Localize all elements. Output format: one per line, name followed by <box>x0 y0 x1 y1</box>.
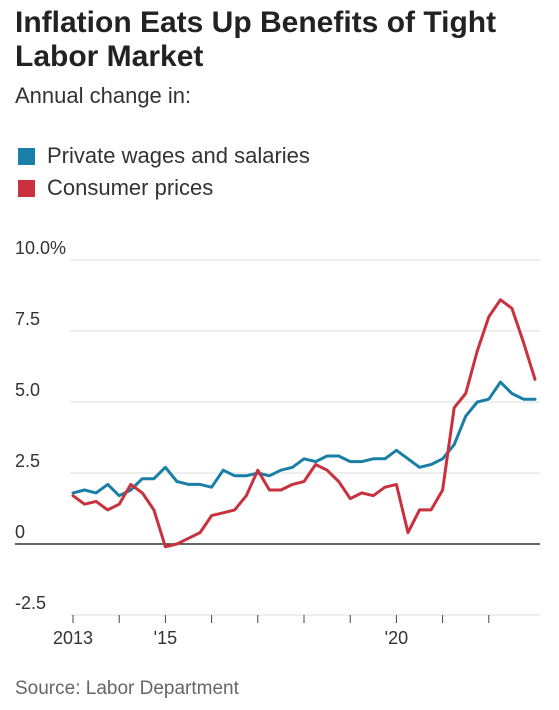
series-line-wages <box>71 380 537 498</box>
x-tick-label: '20 <box>385 628 408 648</box>
legend-label-prices: Consumer prices <box>47 175 214 200</box>
y-tick-label: -2.5 <box>15 593 46 613</box>
chart-subtitle: Annual change in: <box>15 83 192 108</box>
legend-label-wages: Private wages and salaries <box>47 143 310 168</box>
chart-title: Inflation Eats Up Benefits of Tight Labo… <box>15 6 497 73</box>
y-tick-label: 5.0 <box>15 380 40 400</box>
legend-swatch-wages <box>18 147 35 165</box>
source-note: Source: Labor Department <box>15 678 239 699</box>
series-line-prices <box>71 298 537 549</box>
legend-item-wages: Private wages and salaries <box>18 140 310 172</box>
y-tick-label: 2.5 <box>15 451 40 471</box>
x-tick-label: 2013 <box>53 628 93 648</box>
y-tick-label: 7.5 <box>15 309 40 329</box>
x-tick-label: '15 <box>154 628 177 648</box>
y-tick-label: 10.0% <box>15 238 66 258</box>
legend-swatch-prices <box>18 179 35 197</box>
legend-item-prices: Consumer prices <box>18 172 310 204</box>
y-tick-label: 0 <box>15 522 25 542</box>
legend: Private wages and salaries Consumer pric… <box>18 140 310 204</box>
